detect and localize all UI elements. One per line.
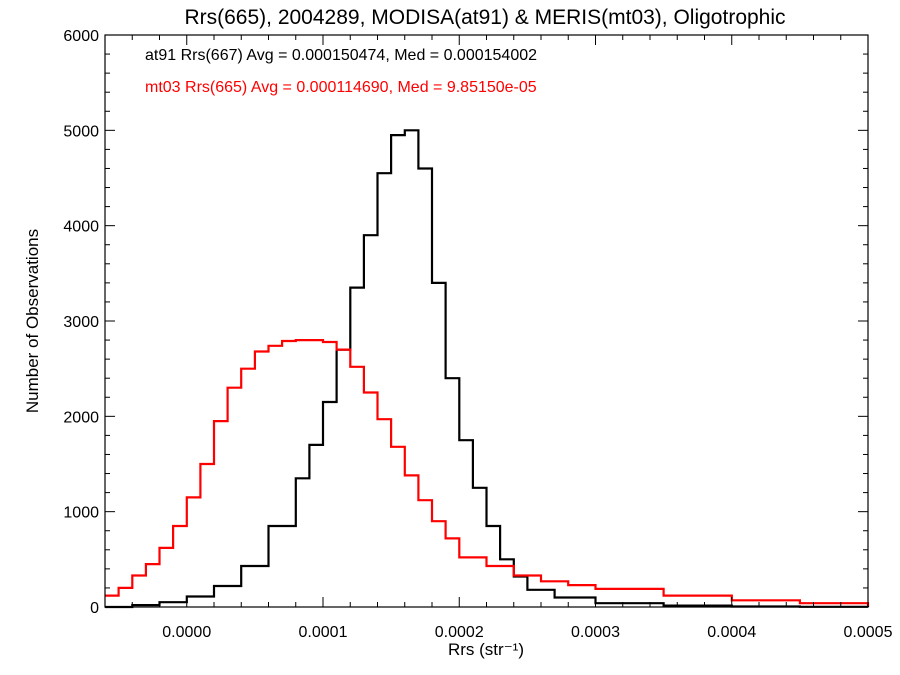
series-line-0 xyxy=(105,129,870,609)
y-tick-label: 4000 xyxy=(63,219,99,236)
y-tick-label: 5000 xyxy=(63,123,99,140)
x-tick-label: 0.0000 xyxy=(162,624,211,641)
y-tick-label: 3000 xyxy=(63,314,99,331)
x-tick-label: 0.0005 xyxy=(844,624,893,641)
x-tick-label: 0.0004 xyxy=(707,624,756,641)
series-layer xyxy=(105,129,870,609)
y-tick-label: 2000 xyxy=(63,409,99,426)
series-line-1 xyxy=(105,339,870,606)
y-tick-label: 1000 xyxy=(63,505,99,522)
legend-entry-mt03: mt03 Rrs(665) Avg = 0.000114690, Med = 9… xyxy=(145,79,537,96)
x-axis-label: Rrs (str⁻¹) xyxy=(448,640,524,659)
x-tick-label: 0.0003 xyxy=(571,624,620,641)
legend-entry-at91: at91 Rrs(667) Avg = 0.000150474, Med = 0… xyxy=(145,47,537,64)
x-tick-label: 0.0001 xyxy=(299,624,348,641)
y-axis-label: Number of Observations xyxy=(23,229,42,413)
x-tick-label: 0.0002 xyxy=(435,624,484,641)
y-tick-label: 0 xyxy=(90,600,99,617)
chart-title: Rrs(665), 2004289, MODISA(at91) & MERIS(… xyxy=(184,6,785,29)
ticks-layer xyxy=(104,34,869,608)
tick-labels-layer: 0.0000 0.0001 0.0002 0.0003 0.0004 0.0005 0 100… xyxy=(63,28,892,641)
y-tick-label: 6000 xyxy=(63,28,99,45)
